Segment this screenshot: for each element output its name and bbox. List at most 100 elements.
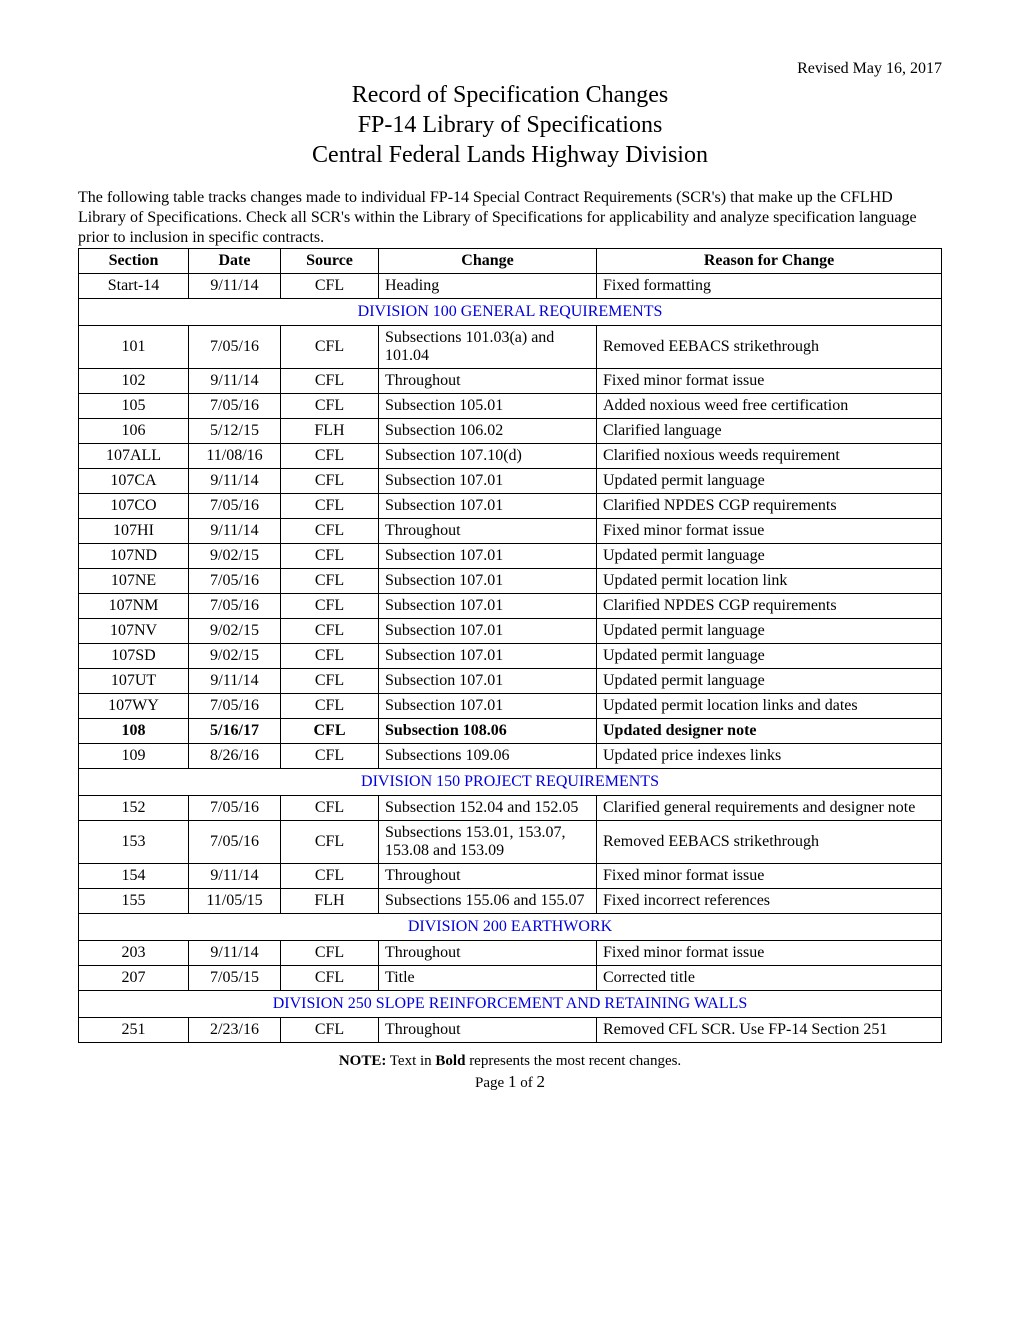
table-row: 2039/11/14CFLThroughoutFixed minor forma…	[79, 941, 942, 966]
page-total: 2	[536, 1072, 545, 1091]
division-label: DIVISION 150 PROJECT REQUIREMENTS	[79, 769, 942, 796]
cell-section: 106	[79, 419, 189, 444]
table-row: 107NM7/05/16CFLSubsection 107.01Clarifie…	[79, 594, 942, 619]
cell-reason: Updated permit language	[597, 644, 942, 669]
table-row: 1065/12/15FLHSubsection 106.02Clarified …	[79, 419, 942, 444]
cell-source: CFL	[281, 619, 379, 644]
cell-reason: Removed EEBACS strikethrough	[597, 326, 942, 369]
cell-date: 9/11/14	[189, 941, 281, 966]
cell-change: Subsection 107.10(d)	[379, 444, 597, 469]
cell-reason: Updated designer note	[597, 719, 942, 744]
cell-source: CFL	[281, 864, 379, 889]
table-row: 107ALL11/08/16CFLSubsection 107.10(d)Cla…	[79, 444, 942, 469]
table-row: 1527/05/16CFLSubsection 152.04 and 152.0…	[79, 796, 942, 821]
page-pre: Page	[475, 1075, 508, 1091]
cell-reason: Updated permit location links and dates	[597, 694, 942, 719]
table-row: 15511/05/15FLHSubsections 155.06 and 155…	[79, 889, 942, 914]
table-row: 107NE7/05/16CFLSubsection 107.01Updated …	[79, 569, 942, 594]
cell-reason: Fixed minor format issue	[597, 519, 942, 544]
cell-source: CFL	[281, 369, 379, 394]
cell-date: 9/11/14	[189, 519, 281, 544]
col-change: Change	[379, 249, 597, 274]
page-title: Record of Specification Changes FP-14 Li…	[78, 80, 942, 170]
cell-date: 7/05/16	[189, 796, 281, 821]
cell-change: Subsection 105.01	[379, 394, 597, 419]
cell-change: Subsections 101.03(a) and 101.04	[379, 326, 597, 369]
cell-source: CFL	[281, 796, 379, 821]
cell-reason: Fixed minor format issue	[597, 369, 942, 394]
cell-change: Subsections 153.01, 153.07, 153.08 and 1…	[379, 821, 597, 864]
cell-change: Subsection 107.01	[379, 644, 597, 669]
cell-source: CFL	[281, 274, 379, 299]
table-row: 107UT9/11/14CFLSubsection 107.01Updated …	[79, 669, 942, 694]
footer: NOTE: Text in Bold represents the most r…	[78, 1051, 942, 1094]
table-row: 107CO7/05/16CFLSubsection 107.01Clarifie…	[79, 494, 942, 519]
cell-change: Title	[379, 966, 597, 991]
note-text-post: represents the most recent changes.	[465, 1053, 681, 1069]
division-label: DIVISION 100 GENERAL REQUIREMENTS	[79, 299, 942, 326]
cell-source: CFL	[281, 544, 379, 569]
cell-change: Subsection 152.04 and 152.05	[379, 796, 597, 821]
cell-section: 101	[79, 326, 189, 369]
cell-change: Subsection 107.01	[379, 619, 597, 644]
cell-source: CFL	[281, 821, 379, 864]
table-row: 2077/05/15CFLTitleCorrected title	[79, 966, 942, 991]
cell-change: Throughout	[379, 519, 597, 544]
cell-date: 11/05/15	[189, 889, 281, 914]
cell-section: 105	[79, 394, 189, 419]
cell-date: 7/05/15	[189, 966, 281, 991]
cell-section: Start-14	[79, 274, 189, 299]
cell-source: CFL	[281, 719, 379, 744]
cell-section: 152	[79, 796, 189, 821]
cell-reason: Updated price indexes links	[597, 744, 942, 769]
cell-change: Subsection 107.01	[379, 544, 597, 569]
table-row: 107HI9/11/14CFLThroughoutFixed minor for…	[79, 519, 942, 544]
cell-section: 107CO	[79, 494, 189, 519]
table-row: 107CA9/11/14CFLSubsection 107.01Updated …	[79, 469, 942, 494]
cell-source: CFL	[281, 569, 379, 594]
title-line-3: Central Federal Lands Highway Division	[78, 140, 942, 170]
cell-section: 107NE	[79, 569, 189, 594]
cell-change: Subsections 155.06 and 155.07	[379, 889, 597, 914]
cell-date: 9/11/14	[189, 469, 281, 494]
cell-date: 9/02/15	[189, 619, 281, 644]
cell-change: Subsection 107.01	[379, 594, 597, 619]
cell-date: 9/11/14	[189, 669, 281, 694]
cell-date: 7/05/16	[189, 821, 281, 864]
col-section: Section	[79, 249, 189, 274]
intro-paragraph: The following table tracks changes made …	[78, 188, 942, 248]
cell-section: 107ND	[79, 544, 189, 569]
cell-change: Subsection 107.01	[379, 669, 597, 694]
cell-source: CFL	[281, 519, 379, 544]
cell-change: Subsection 107.01	[379, 569, 597, 594]
cell-source: CFL	[281, 469, 379, 494]
table-row: 107SD9/02/15CFLSubsection 107.01Updated …	[79, 644, 942, 669]
cell-date: 11/08/16	[189, 444, 281, 469]
cell-change: Subsections 109.06	[379, 744, 597, 769]
footer-note: NOTE: Text in Bold represents the most r…	[78, 1051, 942, 1071]
cell-reason: Updated permit language	[597, 469, 942, 494]
cell-reason: Clarified general requirements and desig…	[597, 796, 942, 821]
cell-change: Throughout	[379, 864, 597, 889]
cell-section: 107ALL	[79, 444, 189, 469]
cell-change: Subsection 107.01	[379, 694, 597, 719]
cell-source: CFL	[281, 444, 379, 469]
cell-section: 207	[79, 966, 189, 991]
cell-reason: Updated permit location link	[597, 569, 942, 594]
table-row: 2512/23/16CFLThroughoutRemoved CFL SCR. …	[79, 1018, 942, 1043]
cell-date: 5/16/17	[189, 719, 281, 744]
cell-source: CFL	[281, 966, 379, 991]
cell-change: Throughout	[379, 941, 597, 966]
cell-reason: Clarified noxious weeds requirement	[597, 444, 942, 469]
division-label: DIVISION 200 EARTHWORK	[79, 914, 942, 941]
cell-section: 107SD	[79, 644, 189, 669]
cell-date: 5/12/15	[189, 419, 281, 444]
table-header-row: Section Date Source Change Reason for Ch…	[79, 249, 942, 274]
cell-date: 9/11/14	[189, 274, 281, 299]
cell-date: 7/05/16	[189, 569, 281, 594]
cell-source: CFL	[281, 669, 379, 694]
cell-change: Subsection 108.06	[379, 719, 597, 744]
cell-source: CFL	[281, 644, 379, 669]
cell-date: 9/11/14	[189, 369, 281, 394]
cell-section: 251	[79, 1018, 189, 1043]
